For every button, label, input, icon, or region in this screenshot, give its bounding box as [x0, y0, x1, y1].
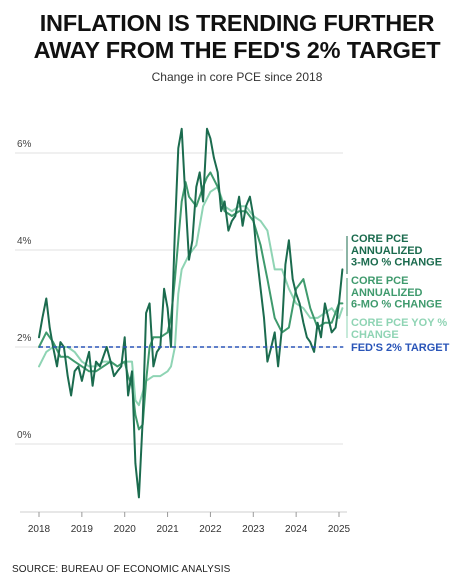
series-label-1-line-1: ANNUALIZED [351, 287, 423, 299]
x-tick-label-2: 2020 [114, 524, 137, 535]
x-tick-label-6: 2024 [285, 524, 308, 535]
x-tick-label-0: 2018 [28, 524, 51, 535]
series-line-0 [38, 127, 344, 499]
series-label-1-line-2: 6-MO % CHANGE [351, 299, 442, 311]
x-tick-label-5: 2023 [242, 524, 265, 535]
chart-title: INFLATION IS TRENDING FURTHER AWAY FROM … [0, 10, 474, 64]
x-tick-label-1: 2019 [71, 524, 94, 535]
x-tick-label-4: 2022 [199, 524, 222, 535]
series-label-3: FED'S 2% TARGET [351, 342, 450, 354]
series-line-1 [38, 171, 344, 431]
series-label-0: CORE PCE ANNUALIZED 3-MO % CHANGE [351, 233, 442, 269]
source-note: SOURCE: BUREAU OF ECONOMIC ANALYSIS [12, 564, 231, 575]
series-label-2-line-1: CHANGE [351, 329, 399, 341]
x-tick-label-7: 2025 [328, 524, 351, 535]
series-label-2: CORE PCE YOY % CHANGE [351, 317, 447, 341]
chart-subtitle: Change in core PCE since 2018 [151, 70, 323, 84]
y-tick-label-2: 4% [17, 236, 32, 247]
series-label-0-line-0: CORE PCE [351, 233, 408, 245]
y-tick-label-3: 6% [17, 139, 32, 150]
series-label-1-line-0: CORE PCE [351, 275, 408, 287]
x-tick-label-3: 2021 [156, 524, 179, 535]
series-line-2 [38, 185, 344, 407]
chart-title-line-1: INFLATION IS TRENDING FURTHER [39, 10, 435, 36]
series-lines [38, 127, 344, 499]
y-axis-tick-labels: 0% 2% 4% 6% [17, 139, 32, 441]
series-label-0-line-1: ANNUALIZED [351, 245, 423, 257]
series-label-3-line-0: FED'S 2% TARGET [351, 342, 450, 354]
series-label-0-line-2: 3-MO % CHANGE [351, 257, 442, 269]
series-label-1: CORE PCE ANNUALIZED 6-MO % CHANGE [351, 275, 442, 311]
y-tick-label-1: 2% [17, 333, 32, 344]
series-label-2-line-0: CORE PCE YOY % [351, 317, 447, 329]
y-tick-label-0: 0% [17, 430, 32, 441]
x-axis-tick-labels: 2018 2019 2020 2021 2022 2023 2024 2025 [28, 524, 351, 535]
chart-title-line-2: AWAY FROM THE FED'S 2% TARGET [33, 37, 441, 63]
